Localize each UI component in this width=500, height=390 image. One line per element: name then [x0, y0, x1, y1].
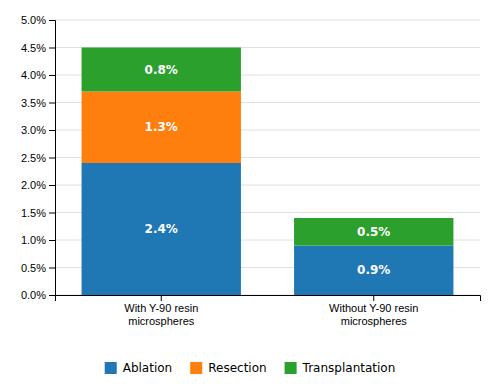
- x-axis: With Y-90 resinmicrospheresWithout Y-90 …: [56, 295, 481, 327]
- tick-mark: [49, 20, 55, 21]
- tick: 0.5%: [21, 262, 55, 274]
- tick: 1.5%: [21, 207, 55, 219]
- tick-mark: [49, 158, 55, 159]
- tick: 5.0%: [21, 14, 55, 26]
- tick-label-line: microspheres: [341, 315, 408, 327]
- tick: 0.0%: [21, 289, 55, 301]
- legend-label: Resection: [208, 361, 266, 375]
- plot-area: With Y-90 resinmicrospheresWithout Y-90 …: [21, 14, 481, 327]
- tick: 4.0%: [21, 69, 55, 81]
- tick-label: With Y-90 resinmicrospheres: [124, 302, 198, 327]
- tick-label: 3.0%: [21, 124, 46, 136]
- legend-swatch: [285, 362, 297, 374]
- tick-mark: [49, 268, 55, 269]
- tick-mark: [161, 295, 162, 301]
- tick-mark: [373, 295, 374, 301]
- series: [82, 92, 241, 164]
- data-label: 0.9%: [357, 263, 390, 277]
- tick-label: 0.0%: [21, 289, 46, 301]
- bar: [82, 48, 241, 92]
- legend-item: Transplantation: [285, 361, 396, 375]
- grid: [55, 20, 480, 295]
- axis-line: [49, 21, 56, 296]
- grid-line: [55, 20, 480, 21]
- data-label: 0.5%: [357, 225, 390, 239]
- tick: 2.5%: [21, 152, 55, 164]
- bars: [82, 48, 454, 296]
- tick-label: 2.0%: [21, 179, 46, 191]
- tick: 1.0%: [21, 234, 55, 246]
- tick-mark: [49, 130, 55, 131]
- axis-line: [56, 296, 481, 302]
- tick-label: Without Y-90 resinmicrospheres: [329, 302, 418, 327]
- tick: Without Y-90 resinmicrospheres: [329, 295, 418, 327]
- tick: 3.0%: [21, 124, 55, 136]
- tick-label: 3.5%: [21, 97, 46, 109]
- tick-mark: [49, 295, 55, 296]
- chart: With Y-90 resinmicrospheresWithout Y-90 …: [0, 0, 500, 390]
- tick-mark: [49, 48, 55, 49]
- tick: 4.5%: [21, 42, 55, 54]
- tick-label-line: With Y-90 resin: [124, 302, 198, 314]
- tick-mark: [49, 240, 55, 241]
- tick-mark: [49, 213, 55, 214]
- tick-label: 2.5%: [21, 152, 46, 164]
- tick-mark: [49, 75, 55, 76]
- data-label: 2.4%: [145, 222, 178, 236]
- tick: 3.5%: [21, 97, 55, 109]
- tick-label: 4.0%: [21, 69, 46, 81]
- legend-label: Transplantation: [302, 361, 396, 375]
- data-labels: 2.4% 0.9% 1.3% 0.8% 0.5%: [145, 63, 391, 278]
- legend-swatch: [190, 362, 202, 374]
- tick-mark: [49, 185, 55, 186]
- legend-item: Resection: [190, 361, 266, 375]
- legend-label: Ablation: [123, 361, 173, 375]
- tick-label: 1.0%: [21, 234, 46, 246]
- legend-item: Ablation: [105, 361, 173, 375]
- tick-label: 0.5%: [21, 262, 46, 274]
- legend-swatch: [105, 362, 117, 374]
- bar: [294, 218, 453, 246]
- data-label: 0.8%: [145, 63, 178, 77]
- legend: Ablation Resection Transplantation: [105, 361, 396, 375]
- tick: With Y-90 resinmicrospheres: [124, 295, 198, 327]
- tick-label-line: Without Y-90 resin: [329, 302, 418, 314]
- y-axis: 0.0% 0.5% 1.0% 1.5% 2.0% 2.5% 3.0% 3.5% 4.0% 4.5%…: [21, 14, 56, 301]
- tick-label: 1.5%: [21, 207, 46, 219]
- bar: [82, 92, 241, 164]
- tick: 2.0%: [21, 179, 55, 191]
- series: [82, 163, 454, 295]
- tick-label-line: microspheres: [128, 315, 195, 327]
- data-label: 1.3%: [145, 120, 178, 134]
- tick-label: 4.5%: [21, 42, 46, 54]
- bar: [82, 163, 241, 295]
- series: [82, 48, 454, 246]
- tick-label: 5.0%: [21, 14, 46, 26]
- tick-mark: [49, 103, 55, 104]
- bar: [294, 246, 453, 296]
